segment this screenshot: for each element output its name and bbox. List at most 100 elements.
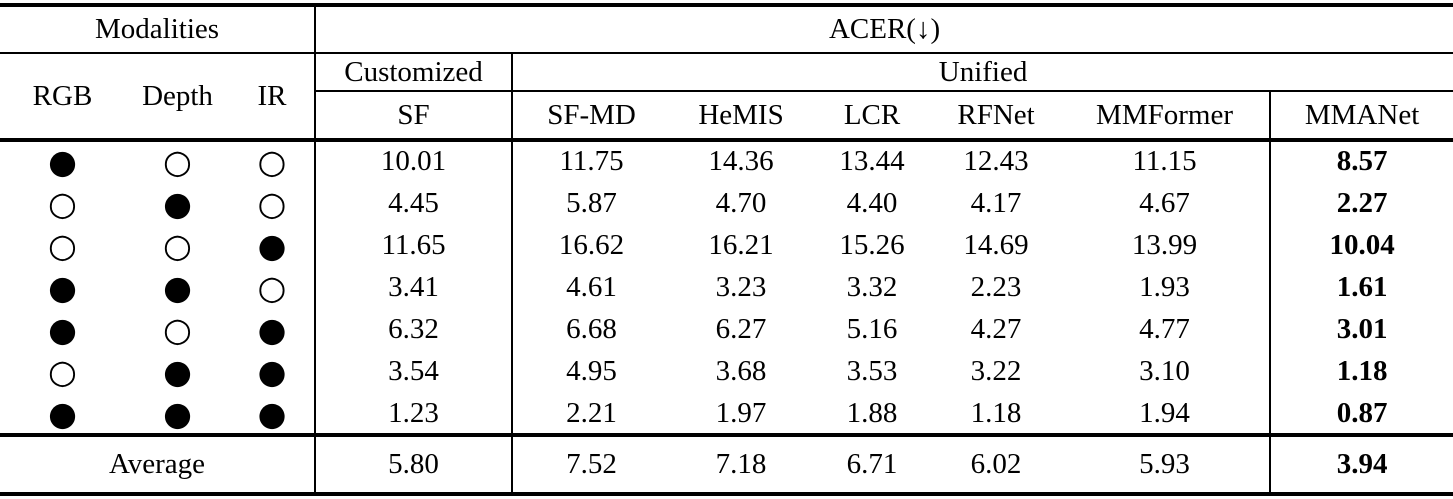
header-row-method-groups: RGB Depth IR Customized Unified	[0, 53, 1453, 142]
col-header-lcr: LCR	[812, 91, 933, 142]
modality-dot-rgb: ●	[48, 142, 77, 182]
value-sf-md: 4.61	[511, 266, 671, 309]
table-row: ● ● ○ 3.41 4.61 3.23 3.32 2.23 1.93 1.61	[0, 266, 1453, 309]
value-mmanet: 10.04	[1269, 224, 1453, 267]
col-header-ir: IR	[230, 53, 316, 142]
modality-dot-rgb: ●	[48, 268, 77, 308]
header-row-groups: Modalities ACER(↓)	[0, 5, 1453, 55]
col-header-sf: SF	[314, 91, 513, 142]
value-lcr: 13.44	[839, 145, 905, 178]
value-rfnet: 4.17	[970, 186, 1022, 219]
modality-dot-rgb: ○	[48, 352, 77, 392]
col-header-mmanet: MMANet	[1269, 91, 1453, 142]
value-sf: 10.01	[314, 139, 513, 183]
value-sf: 11.65	[314, 224, 513, 267]
value-sf-md: 2.21	[511, 393, 671, 438]
value-mmanet: 3.01	[1269, 308, 1453, 351]
table-row: ● ○ ○ 10.01 11.75 14.36 13.44 12.43 11.1…	[0, 139, 1453, 183]
value-lcr: 15.26	[839, 228, 905, 261]
table-row: ● ○ ● 6.32 6.68 6.27 5.16 4.27 4.77 3.01	[0, 308, 1453, 351]
modality-dot-rgb: ○	[48, 183, 77, 223]
value-rfnet: 2.23	[970, 271, 1022, 304]
value-mmformer: 11.15	[1132, 145, 1197, 178]
value-lcr: 4.40	[846, 186, 898, 219]
value-hemis: 3.68	[715, 355, 767, 388]
value-hemis: 4.70	[715, 186, 767, 219]
average-sf-md: 7.52	[511, 435, 671, 494]
col-header-sf-md: SF-MD	[511, 91, 671, 142]
value-mmanet: 0.87	[1269, 393, 1453, 438]
acer-results-table: Modalities ACER(↓) RGB Depth IR Customiz…	[0, 3, 1453, 496]
col-header-mmformer: MMFormer	[1060, 91, 1271, 142]
modality-dot-depth: ○	[163, 225, 192, 265]
value-rfnet: 3.22	[970, 355, 1022, 388]
value-sf: 3.54	[314, 350, 513, 394]
modality-dot-ir: ●	[257, 225, 287, 265]
modality-dot-rgb: ●	[0, 393, 125, 438]
modality-dot-ir: ●	[257, 352, 287, 392]
value-sf-md: 11.75	[511, 139, 671, 183]
average-lcr: 6.71	[846, 448, 898, 481]
value-sf-md: 4.95	[511, 350, 671, 394]
value-mmformer: 4.77	[1139, 313, 1190, 346]
value-mmformer: 13.99	[1131, 228, 1198, 261]
value-mmformer: 1.94	[1060, 393, 1271, 438]
table-row: ○ ○ ● 11.65 16.62 16.21 15.26 14.69 13.9…	[0, 224, 1453, 267]
average-row: Average 5.80 7.52 7.18 6.71 6.02 5.93 3.…	[0, 435, 1453, 494]
modality-dot-ir: ●	[230, 393, 316, 438]
average-label: Average	[108, 448, 206, 481]
value-sf: 4.45	[314, 182, 513, 225]
average-sf: 5.80	[314, 435, 513, 494]
value-sf-md: 5.87	[511, 182, 671, 225]
col-header-rfnet: RFNet	[932, 91, 1061, 142]
average-rfnet: 6.02	[970, 448, 1022, 481]
modality-dot-ir: ●	[257, 310, 287, 350]
table-row: ○ ● ● 3.54 4.95 3.68 3.53 3.22 3.10 1.18	[0, 350, 1453, 394]
modalities-group-header: Modalities	[0, 5, 316, 55]
value-lcr: 3.32	[846, 271, 898, 304]
value-sf-md: 16.62	[511, 224, 671, 267]
value-rfnet: 14.69	[963, 228, 1029, 261]
value-rfnet: 12.43	[963, 145, 1029, 178]
col-header-hemis: HeMIS	[670, 91, 813, 142]
col-header-rgb: RGB	[0, 53, 125, 142]
value-rfnet: 4.27	[970, 313, 1022, 346]
col-header-depth: Depth	[125, 53, 230, 142]
table-row: ○ ● ○ 4.45 5.87 4.70 4.40 4.17 4.67 2.27	[0, 182, 1453, 225]
average-mmformer: 5.93	[1139, 448, 1190, 481]
value-mmanet: 8.57	[1269, 139, 1453, 183]
value-mmformer: 1.93	[1139, 271, 1190, 304]
modality-dot-ir: ○	[257, 142, 287, 182]
customized-group-header: Customized	[314, 53, 513, 93]
value-mmformer: 3.10	[1139, 355, 1190, 388]
value-sf: 3.41	[314, 266, 513, 309]
value-mmanet: 1.61	[1269, 266, 1453, 309]
modality-dot-rgb: ●	[48, 310, 77, 350]
value-lcr: 5.16	[846, 313, 898, 346]
value-hemis: 6.27	[715, 313, 767, 346]
modality-dot-depth: ●	[163, 352, 192, 392]
unified-group-header: Unified	[511, 53, 1453, 93]
value-hemis: 16.21	[708, 228, 774, 261]
value-lcr: 3.53	[846, 355, 898, 388]
modality-dot-depth: ○	[163, 142, 192, 182]
average-hemis: 7.18	[715, 448, 767, 481]
average-mmanet: 3.94	[1269, 435, 1453, 494]
modality-dot-ir: ○	[257, 268, 287, 308]
value-mmanet: 2.27	[1269, 182, 1453, 225]
acer-metric-header: ACER(↓)	[314, 5, 1453, 55]
value-hemis: 14.36	[708, 145, 774, 178]
value-hemis: 1.97	[670, 393, 813, 438]
value-rfnet: 1.18	[932, 393, 1061, 438]
header-row-methods: SF SF-MD HeMIS LCR RFNet MMFormer MMANet	[0, 91, 1453, 142]
modality-dot-rgb: ○	[48, 225, 77, 265]
modality-dot-depth: ●	[163, 183, 192, 223]
modality-dot-depth: ●	[163, 268, 192, 308]
value-mmanet: 1.18	[1269, 350, 1453, 394]
value-hemis: 3.23	[715, 271, 767, 304]
value-sf: 1.23	[314, 393, 513, 438]
value-mmformer: 4.67	[1139, 186, 1190, 219]
value-lcr: 1.88	[812, 393, 933, 438]
modality-dot-ir: ○	[257, 183, 287, 223]
